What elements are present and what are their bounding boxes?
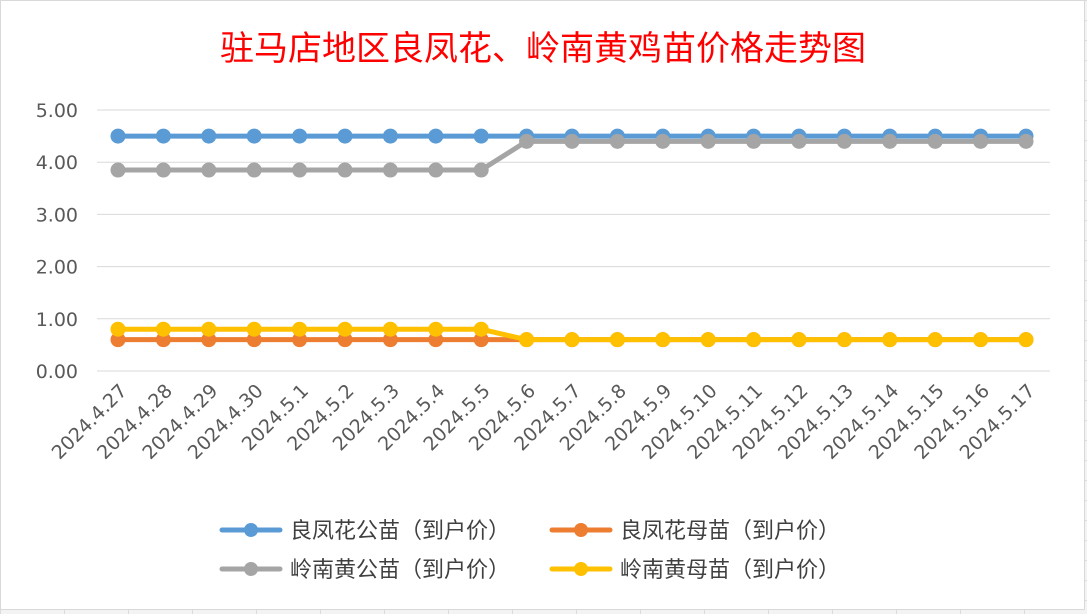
series-point-2 xyxy=(382,162,398,178)
series-point-2 xyxy=(655,133,671,149)
series-point-3 xyxy=(292,321,308,337)
series-point-2 xyxy=(110,162,126,178)
series-point-2 xyxy=(155,162,171,178)
legend-swatch-marker xyxy=(244,523,258,537)
series-point-2 xyxy=(246,162,262,178)
chart-title: 驻马店地区良凤花、岭南黄鸡苗价格走势图 xyxy=(220,29,866,69)
series-point-0 xyxy=(473,128,489,144)
series-point-3 xyxy=(564,332,580,348)
legend-swatch-marker xyxy=(574,523,588,537)
series-point-2 xyxy=(201,162,217,178)
series-point-2 xyxy=(882,133,898,149)
series-point-2 xyxy=(292,162,308,178)
series-point-3 xyxy=(973,332,989,348)
series-point-3 xyxy=(473,321,489,337)
series-point-2 xyxy=(609,133,625,149)
series-point-2 xyxy=(746,133,762,149)
legend-label: 良凤花母苗（到户价） xyxy=(620,519,840,544)
series-point-0 xyxy=(337,128,353,144)
series-point-0 xyxy=(428,128,444,144)
series-point-3 xyxy=(1018,332,1034,348)
y-tick-label: 1.00 xyxy=(36,309,78,331)
series-point-2 xyxy=(973,133,989,149)
y-tick-label: 5.00 xyxy=(36,100,78,122)
series-point-3 xyxy=(700,332,716,348)
series-point-2 xyxy=(700,133,716,149)
series-point-2 xyxy=(337,162,353,178)
legend-swatch-marker xyxy=(574,562,588,576)
series-point-3 xyxy=(337,321,353,337)
series-point-2 xyxy=(519,133,535,149)
y-tick-label: 2.00 xyxy=(36,257,78,279)
series-point-3 xyxy=(428,321,444,337)
y-tick-label: 0.00 xyxy=(36,361,78,383)
series-point-2 xyxy=(791,133,807,149)
series-point-3 xyxy=(382,321,398,337)
series-point-0 xyxy=(201,128,217,144)
series-point-3 xyxy=(246,321,262,337)
series-point-0 xyxy=(292,128,308,144)
series-point-2 xyxy=(564,133,580,149)
y-tick-label: 4.00 xyxy=(36,152,78,174)
series-point-3 xyxy=(110,321,126,337)
legend-label: 良凤花公苗（到户价） xyxy=(290,519,510,544)
series-point-3 xyxy=(201,321,217,337)
series-point-3 xyxy=(655,332,671,348)
legend-label: 岭南黄公苗（到户价） xyxy=(290,558,510,583)
series-point-3 xyxy=(609,332,625,348)
series-point-3 xyxy=(927,332,943,348)
series-point-3 xyxy=(746,332,762,348)
series-point-3 xyxy=(836,332,852,348)
series-point-3 xyxy=(519,332,535,348)
series-point-3 xyxy=(882,332,898,348)
series-point-2 xyxy=(428,162,444,178)
series-point-2 xyxy=(836,133,852,149)
series-point-0 xyxy=(110,128,126,144)
series-point-3 xyxy=(155,321,171,337)
series-point-3 xyxy=(791,332,807,348)
series-point-2 xyxy=(1018,133,1034,149)
legend-swatch-marker xyxy=(244,562,258,576)
y-tick-label: 3.00 xyxy=(36,204,78,226)
legend-label: 岭南黄母苗（到户价） xyxy=(620,558,840,583)
series-point-2 xyxy=(927,133,943,149)
series-point-0 xyxy=(382,128,398,144)
series-point-0 xyxy=(155,128,171,144)
series-point-0 xyxy=(246,128,262,144)
series-point-2 xyxy=(473,162,489,178)
